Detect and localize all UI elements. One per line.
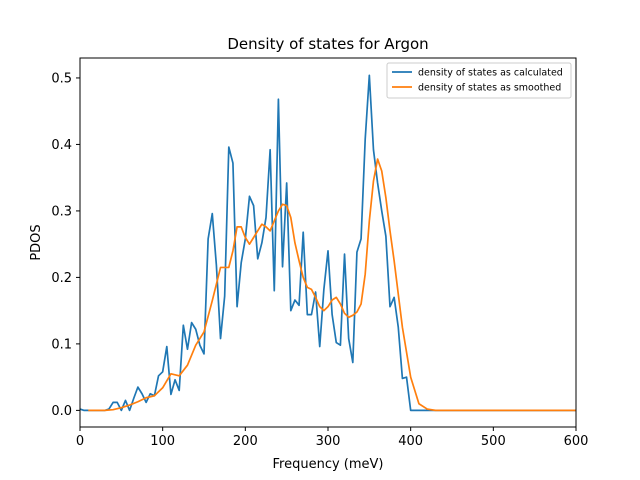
legend-entry: density of states as smoothed bbox=[418, 83, 561, 94]
x-tick-label: 500 bbox=[481, 434, 506, 449]
series-line-calculated bbox=[80, 74, 576, 412]
y-tick-label: 0.2 bbox=[51, 271, 72, 286]
x-axis-ticks: 0 100 200 300 400 500 600 bbox=[76, 427, 589, 449]
legend-entry: density of states as calculated bbox=[418, 68, 563, 79]
plot-area bbox=[80, 74, 576, 412]
y-axis-label: PDOS bbox=[29, 224, 44, 260]
y-tick-label: 0.5 bbox=[51, 71, 72, 86]
y-tick-label: 0.1 bbox=[51, 337, 72, 352]
series-line-smoothed bbox=[88, 158, 576, 412]
x-tick-label: 300 bbox=[316, 434, 341, 449]
x-tick-label: 400 bbox=[398, 434, 423, 449]
x-axis-label: Frequency (meV) bbox=[273, 457, 384, 472]
chart-title: Density of states for Argon bbox=[227, 35, 428, 53]
x-tick-label: 100 bbox=[150, 434, 175, 449]
legend: density of states as calculated density o… bbox=[386, 62, 572, 99]
y-tick-label: 0.3 bbox=[51, 204, 72, 219]
x-tick-label: 0 bbox=[76, 434, 84, 449]
x-tick-label: 200 bbox=[233, 434, 258, 449]
y-tick-label: 0.0 bbox=[51, 404, 72, 419]
axes-frame bbox=[79, 57, 577, 428]
x-tick-label: 600 bbox=[564, 434, 589, 449]
legend-box bbox=[386, 62, 572, 99]
y-axis-ticks: 0.0 0.1 0.2 0.3 0.4 0.5 bbox=[51, 71, 80, 419]
y-tick-label: 0.4 bbox=[51, 138, 72, 153]
